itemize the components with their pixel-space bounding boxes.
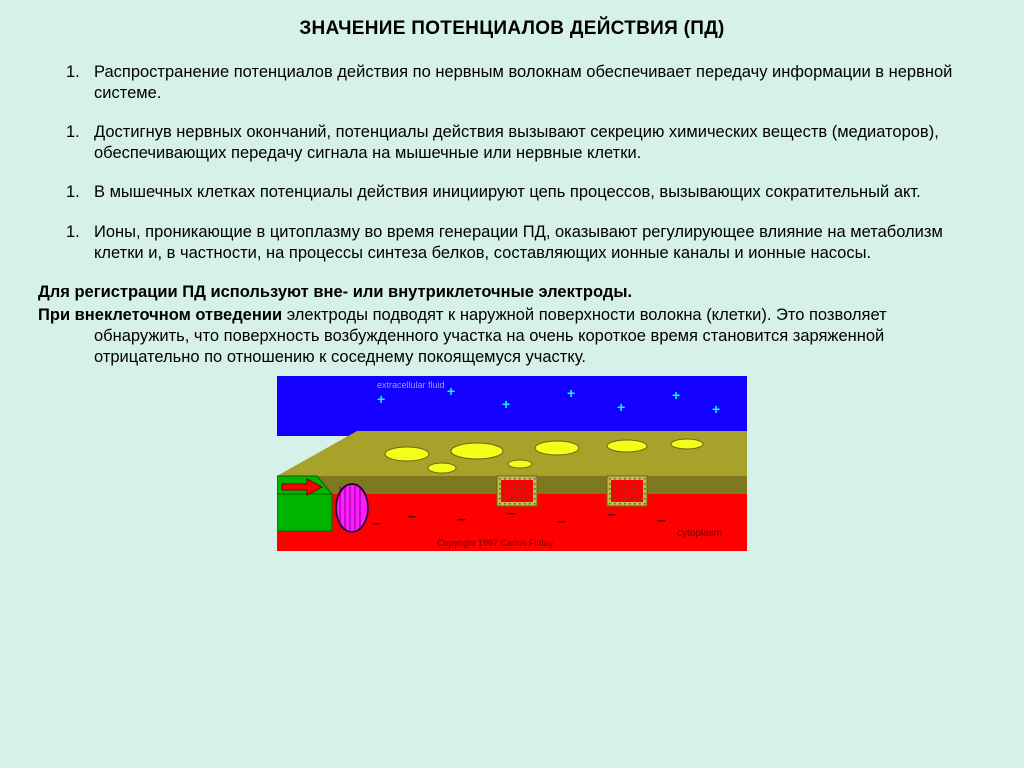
diagram-container: + + + + + + + – – – – – – – extracellular fluid cytopla… (38, 376, 986, 556)
numbered-list: Распространение потенциалов действия по … (38, 62, 986, 264)
svg-text:Copyright 1997 Carlos Finlay: Copyright 1997 Carlos Finlay (437, 538, 554, 548)
svg-text:–: – (607, 506, 616, 523)
list-item: Ионы, проникающие в цитоплазму во время … (66, 222, 986, 264)
list-item: В мышечных клетках потенциалы действия и… (66, 182, 986, 203)
svg-text:–: – (457, 511, 466, 528)
svg-text:–: – (657, 512, 666, 529)
svg-text:+: + (447, 383, 455, 399)
slide-title: ЗНАЧЕНИЕ ПОТЕНЦИАЛОВ ДЕЙСТВИЯ (ПД) (38, 18, 986, 40)
svg-text:extracellular fluid: extracellular fluid (377, 380, 445, 390)
svg-text:+: + (567, 385, 575, 401)
paragraph-lead: При внеклеточном отведении (38, 306, 287, 324)
paragraph-indent: При внеклеточном отведении электроды под… (38, 305, 986, 368)
svg-text:+: + (712, 401, 720, 417)
list-item: Достигнув нервных окончаний, потенциалы … (66, 122, 986, 164)
paragraph-bold: Для регистрации ПД используют вне- или в… (38, 282, 986, 303)
svg-text:+: + (672, 387, 680, 403)
svg-text:cytoplasm: cytoplasm (677, 528, 722, 539)
membrane-diagram: + + + + + + + – – – – – – – extracellular fluid cytopla… (277, 376, 747, 551)
svg-text:+: + (617, 399, 625, 415)
list-item: Распространение потенциалов действия по … (66, 62, 986, 104)
svg-text:–: – (407, 508, 416, 525)
svg-text:+: + (377, 391, 385, 407)
svg-text:–: – (507, 505, 516, 522)
svg-text:–: – (372, 515, 381, 532)
svg-text:–: – (557, 513, 566, 530)
svg-text:+: + (502, 396, 510, 412)
